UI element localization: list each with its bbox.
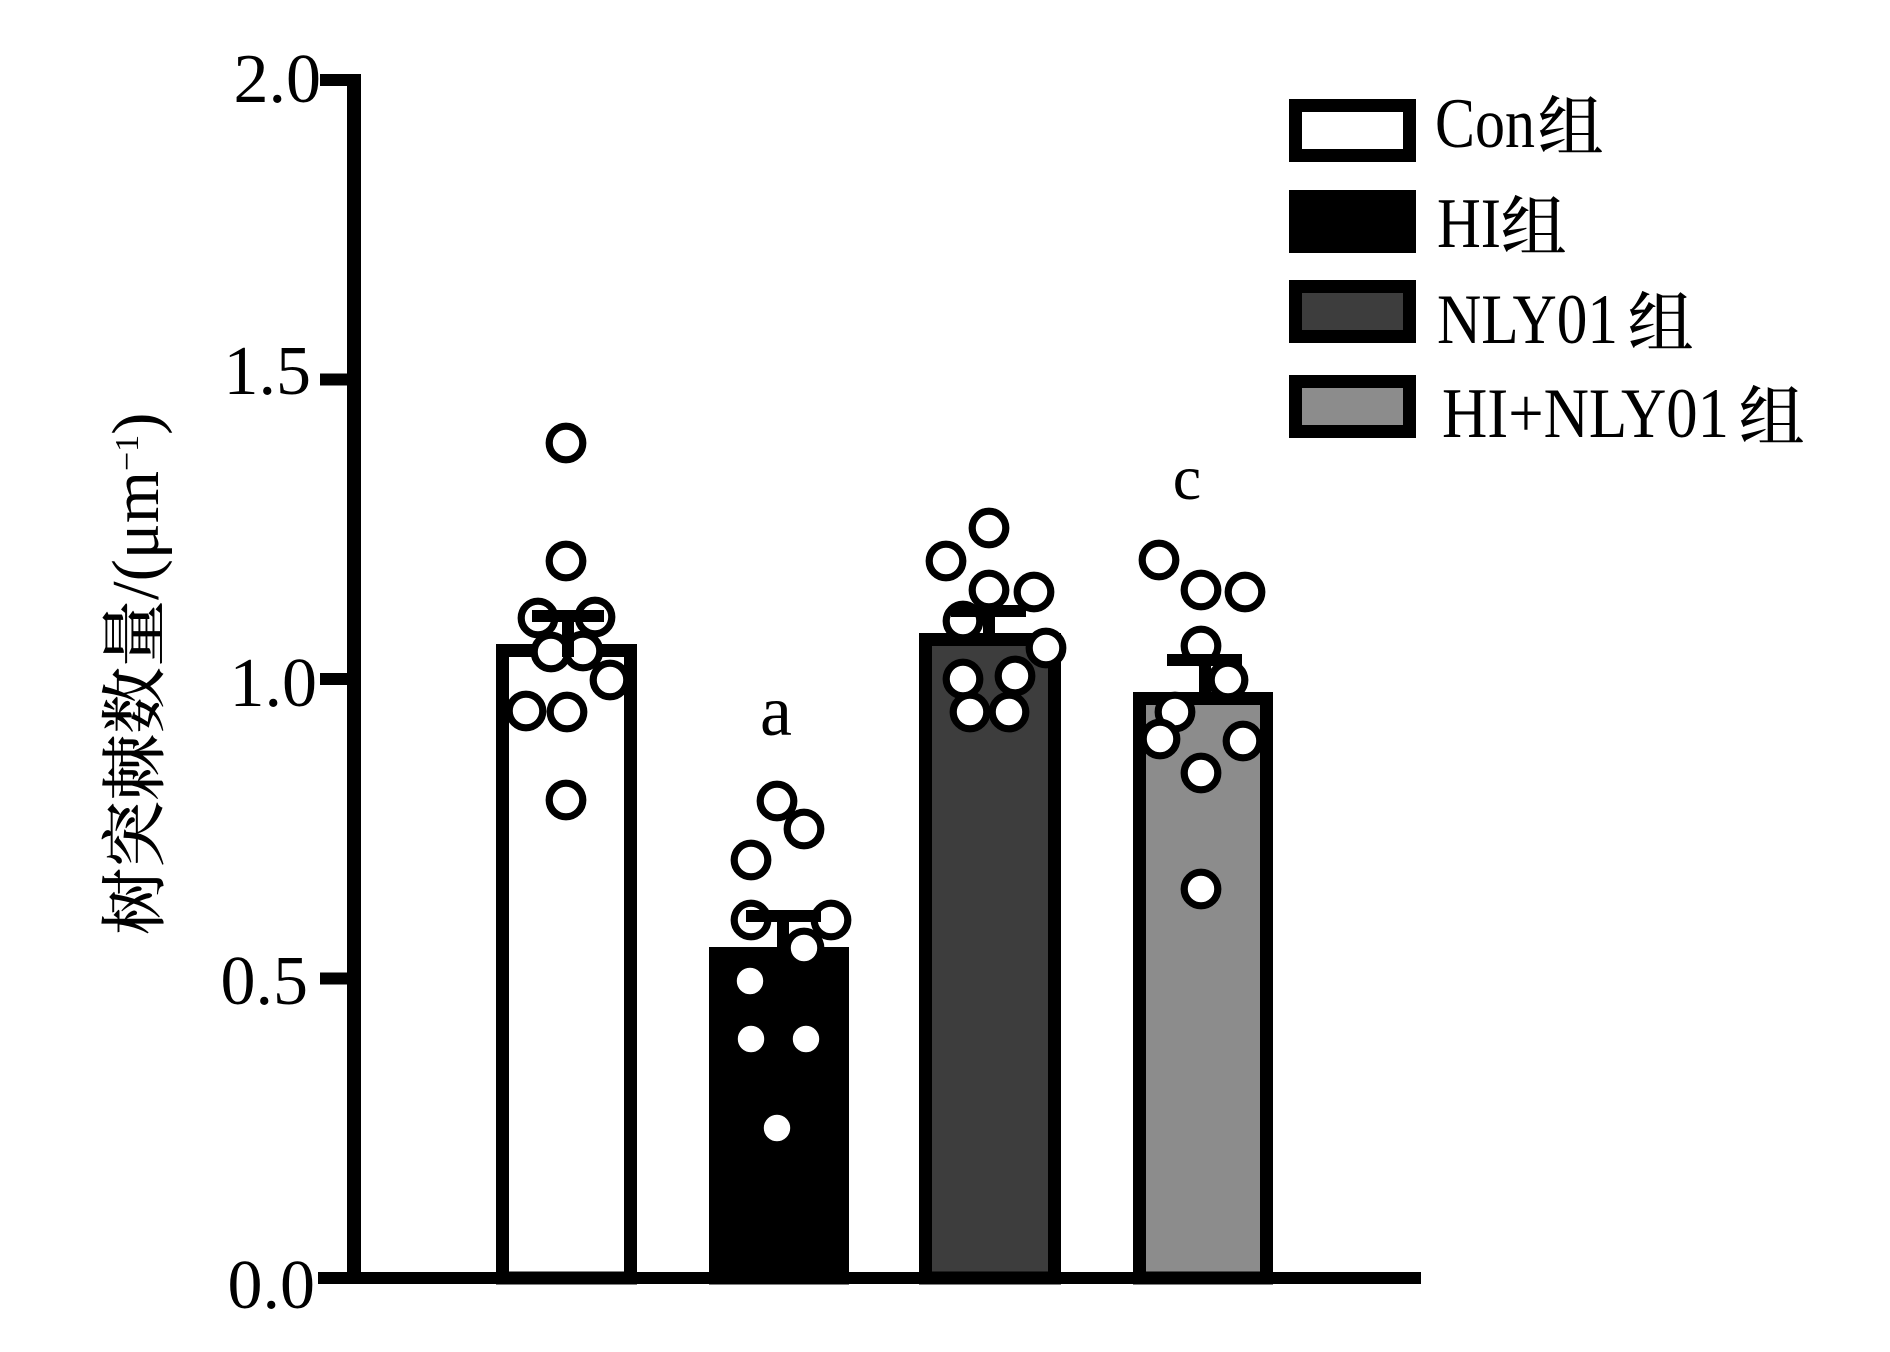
svg-text:c: c (1173, 442, 1201, 513)
svg-text:1.0: 1.0 (230, 645, 318, 722)
svg-text:2.0: 2.0 (234, 41, 322, 118)
svg-text:HI+NLY01: HI+NLY01 (1442, 375, 1729, 453)
svg-text:NLY01: NLY01 (1437, 281, 1618, 359)
svg-text:a: a (760, 671, 792, 751)
svg-text:0.5: 0.5 (221, 943, 309, 1020)
svg-text:0.0: 0.0 (228, 1247, 316, 1324)
svg-text:HI: HI (1437, 185, 1501, 263)
svg-text:1.5: 1.5 (224, 333, 312, 410)
svg-text:Con: Con (1435, 85, 1535, 163)
